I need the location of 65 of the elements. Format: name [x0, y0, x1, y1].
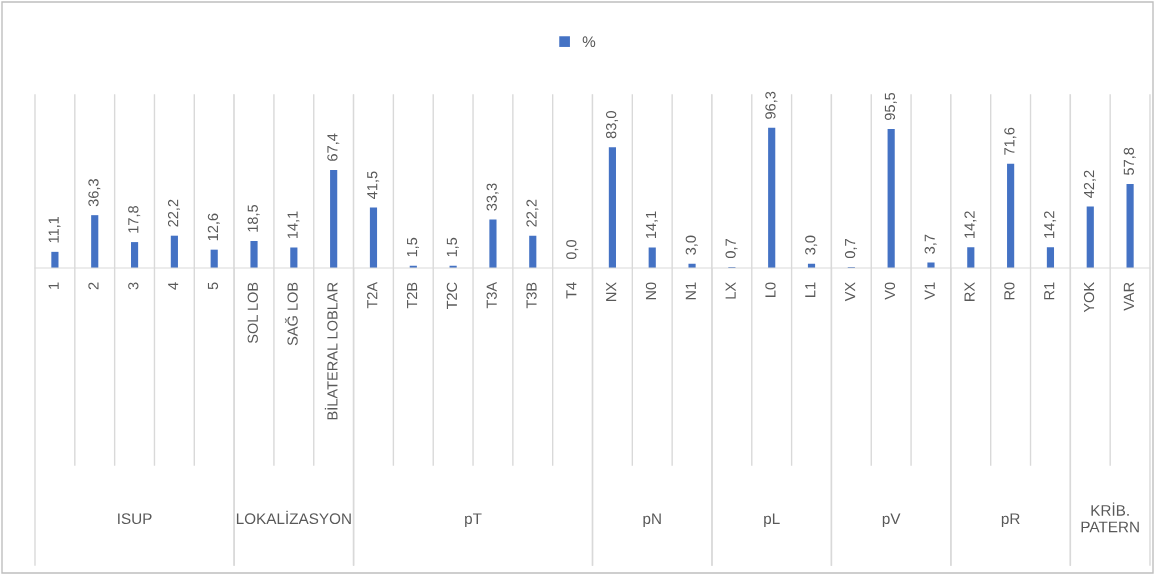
data-label: 14,1 [287, 211, 300, 239]
x-tick-label: RX [964, 282, 975, 301]
x-tick-label: 1 [48, 282, 59, 289]
x-tick-label: L1 [805, 282, 816, 297]
x-axis-title: pT [465, 513, 482, 528]
x-tick-label: T3A [486, 281, 497, 309]
x-axis-title: pV [882, 513, 901, 528]
x-tick-label: T4 [566, 282, 577, 299]
data-label: 14,1 [645, 211, 658, 239]
data-label: 18,5 [247, 204, 260, 232]
data-label: 3,0 [685, 235, 698, 255]
data-label: 14,2 [1044, 211, 1057, 238]
data-label: 36,3 [88, 179, 101, 207]
x-axis-title: pN [643, 513, 661, 528]
data-label: 57,8 [1123, 147, 1136, 175]
data-label: 96,3 [765, 91, 778, 119]
data-label: 83,0 [606, 111, 619, 139]
data-label: 3,0 [805, 235, 818, 255]
data-label: 41,5 [367, 171, 380, 199]
x-tick-label: T2A [367, 281, 378, 309]
data-label: 22,2 [526, 199, 539, 227]
x-tick-label: VAR [1123, 282, 1134, 311]
data-label: 3,7 [924, 234, 937, 254]
x-tick-label: YOK [1083, 282, 1095, 313]
data-label: 71,6 [1004, 127, 1017, 155]
x-tick-label: T2B [406, 282, 418, 309]
data-label: 12,6 [207, 213, 220, 241]
data-label: 33,3 [486, 183, 499, 211]
x-axis-title: KRİB. PATERN [1081, 502, 1139, 533]
x-tick-label: T2C [446, 282, 458, 310]
data-label: 1,5 [446, 237, 459, 257]
data-label: 17,8 [128, 206, 141, 233]
data-label: 0,7 [725, 239, 738, 259]
data-label: 0,7 [844, 239, 857, 259]
x-tick-label: LX [725, 282, 736, 299]
data-label: 22,2 [167, 199, 181, 227]
data-label: 11,1 [48, 216, 61, 243]
legend-label: % [582, 36, 596, 48]
x-tick-label: T3B [526, 282, 537, 309]
data-label: 0,0 [566, 239, 579, 260]
data-label: 95,5 [884, 92, 897, 120]
x-tick-label: 5 [207, 282, 219, 290]
data-label: 1,5 [407, 237, 419, 257]
x-axis-title: pR [1001, 513, 1020, 528]
x-tick-label: L0 [765, 282, 776, 297]
x-tick-label: 4 [168, 282, 179, 290]
x-axis-title: ISUP [118, 513, 152, 525]
x-tick-label: R0 [1004, 282, 1015, 300]
x-tick-label: 2 [88, 282, 99, 290]
x-tick-label: N0 [645, 282, 657, 300]
x-tick-label: N1 [685, 282, 696, 300]
x-tick-label: NX [606, 282, 617, 301]
x-tick-label: V0 [884, 282, 896, 300]
x-tick-label: BİLATERAL LOBLAR [324, 282, 338, 420]
x-tick-label: R1 [1044, 282, 1055, 300]
x-tick-label: SAĞ LOB [284, 282, 298, 346]
x-tick-label: 3 [128, 282, 139, 290]
data-label: 42,2 [1083, 170, 1096, 198]
x-tick-label: VX [845, 282, 856, 302]
x-axis-title: LOKALİZASYON [236, 510, 351, 525]
x-tick-label: SOL LOB [247, 282, 258, 344]
data-label: 67,4 [327, 133, 340, 161]
x-tick-label: V1 [924, 282, 935, 300]
data-label: 14,2 [964, 211, 977, 238]
x-axis-title: pL [764, 513, 780, 528]
